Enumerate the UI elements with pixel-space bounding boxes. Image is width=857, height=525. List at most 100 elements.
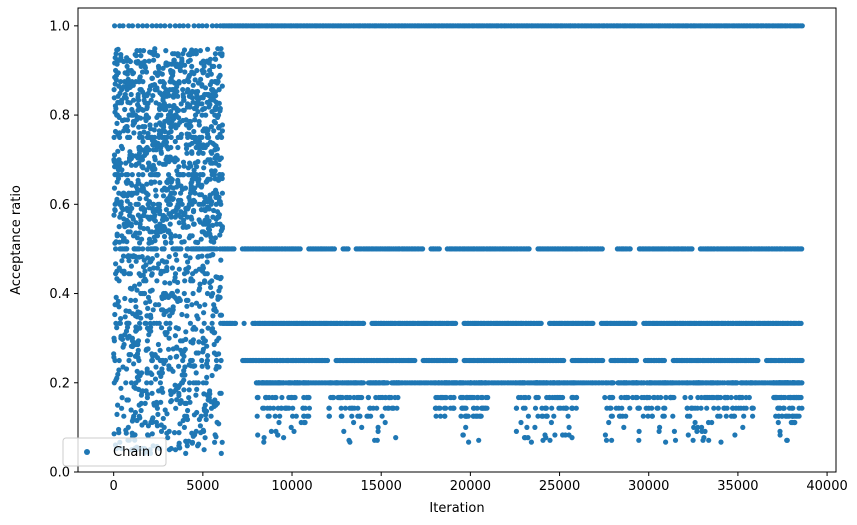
data-point	[112, 55, 118, 61]
data-point	[179, 311, 185, 318]
data-point	[551, 413, 557, 419]
data-point	[192, 77, 198, 83]
data-point	[367, 380, 373, 386]
data-point	[162, 23, 168, 29]
data-point	[115, 402, 121, 408]
data-point	[190, 95, 196, 101]
data-point	[199, 253, 205, 259]
data-point	[140, 23, 146, 29]
data-point	[125, 397, 131, 403]
data-point	[144, 391, 151, 397]
data-point	[645, 413, 651, 419]
data-point	[723, 394, 729, 401]
data-point	[149, 287, 155, 293]
data-point	[145, 346, 151, 352]
data-point	[140, 172, 146, 178]
data-point	[149, 23, 155, 29]
data-point	[193, 48, 199, 54]
data-point	[535, 394, 541, 401]
data-point	[114, 233, 120, 239]
data-point	[723, 413, 729, 419]
data-point	[328, 380, 334, 386]
data-point	[187, 50, 194, 56]
data-point	[691, 424, 697, 430]
data-point	[365, 413, 371, 419]
data-point	[219, 439, 225, 445]
data-point	[144, 380, 150, 386]
data-point	[443, 394, 449, 401]
data-point	[147, 49, 153, 55]
data-point	[155, 72, 161, 78]
data-point	[452, 380, 458, 386]
data-point	[174, 212, 180, 218]
data-point	[180, 91, 186, 98]
data-point	[715, 405, 721, 411]
data-point	[190, 271, 196, 277]
data-point	[154, 278, 160, 284]
data-point	[187, 142, 193, 148]
data-point	[181, 221, 187, 227]
data-point	[148, 380, 154, 386]
data-point	[196, 287, 202, 293]
data-point	[136, 124, 142, 130]
data-point	[355, 394, 361, 401]
data-point	[115, 298, 121, 304]
data-point	[124, 246, 130, 252]
data-point	[185, 246, 191, 252]
data-point	[379, 413, 385, 419]
data-point	[195, 316, 201, 322]
data-point	[373, 380, 379, 386]
data-point	[128, 380, 135, 386]
data-point	[118, 143, 124, 149]
data-point	[176, 430, 182, 436]
data-point	[180, 159, 187, 165]
data-point	[200, 380, 206, 386]
data-point	[135, 347, 141, 353]
data-point	[116, 426, 122, 433]
data-point	[177, 400, 183, 406]
data-point	[163, 332, 169, 338]
data-point	[149, 357, 155, 364]
data-point	[122, 314, 128, 320]
data-point	[202, 159, 208, 165]
data-point	[192, 117, 198, 123]
data-point	[123, 427, 129, 433]
data-point	[149, 351, 155, 357]
data-point	[600, 357, 606, 364]
data-point	[649, 413, 656, 419]
data-point	[290, 405, 296, 411]
data-point	[672, 437, 679, 443]
y-axis-ticks: 0.0 0.2 0.4 0.6 0.8 1.0	[49, 19, 78, 481]
data-point	[118, 55, 124, 61]
data-point	[168, 239, 174, 246]
data-point	[717, 380, 723, 386]
data-point	[212, 56, 218, 62]
data-point	[168, 212, 174, 219]
data-point	[613, 405, 619, 411]
data-point	[111, 134, 117, 140]
data-point	[126, 320, 132, 326]
x-axis-label: Iteration	[429, 501, 484, 516]
data-point	[118, 199, 124, 205]
legend-box	[62, 437, 167, 467]
data-point	[617, 413, 623, 419]
data-point	[127, 209, 133, 215]
data-point	[267, 405, 273, 411]
data-point	[132, 313, 139, 319]
data-point	[606, 419, 612, 426]
data-point	[195, 80, 202, 86]
data-point	[143, 196, 149, 202]
data-point	[127, 271, 133, 277]
data-point	[128, 67, 134, 74]
data-point	[145, 160, 152, 166]
data-point	[706, 437, 712, 443]
data-point	[208, 160, 214, 166]
data-point	[199, 363, 205, 369]
data-point	[172, 447, 179, 453]
data-point	[709, 380, 715, 386]
data-point	[133, 220, 139, 226]
data-point	[513, 380, 519, 386]
data-point	[603, 437, 610, 443]
data-point	[154, 401, 160, 407]
data-point	[132, 409, 138, 416]
